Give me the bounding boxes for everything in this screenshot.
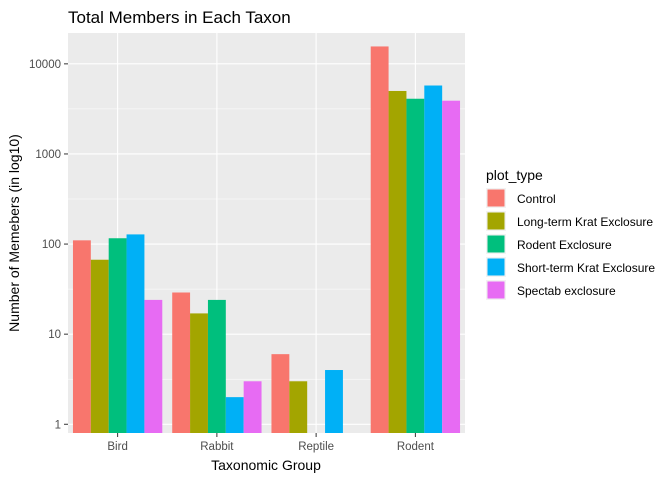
bar xyxy=(406,98,425,434)
y-tick-label: 1000 xyxy=(35,149,61,161)
x-axis-title: Taxonomic Group xyxy=(211,457,321,473)
legend-swatch xyxy=(487,189,505,207)
legend-swatch xyxy=(487,258,505,276)
legend-label: Long-term Krat Exclosure xyxy=(517,215,653,229)
bar xyxy=(388,90,407,434)
bar xyxy=(90,259,109,433)
x-tick-label: Rabbit xyxy=(200,441,234,453)
legend-swatch xyxy=(487,281,505,299)
legend-label: Control xyxy=(517,192,556,206)
y-tick-label: 1 xyxy=(55,419,61,431)
chart-title: Total Members in Each Taxon xyxy=(68,8,291,27)
legend-label: Rodent Exclosure xyxy=(517,238,612,252)
bar xyxy=(325,370,343,433)
legend-label: Short-term Krat Exclosure xyxy=(517,261,655,275)
legend-swatch xyxy=(487,212,505,230)
bar xyxy=(207,299,226,433)
bar xyxy=(289,381,308,433)
bar xyxy=(424,85,443,433)
bar xyxy=(243,381,262,433)
legend-title: plot_type xyxy=(486,167,543,183)
legend-label: Spectab exclosure xyxy=(517,284,616,298)
y-axis: 1 10 100 1000 10000 xyxy=(29,59,68,431)
bars xyxy=(72,46,461,434)
x-axis: Bird Rabbit Reptile Rodent xyxy=(107,433,435,453)
bar xyxy=(126,234,145,433)
bar xyxy=(442,100,461,434)
x-tick-label: Reptile xyxy=(298,441,334,453)
y-axis-title: Number of Memebers (in log10) xyxy=(6,134,22,332)
bar xyxy=(72,240,91,433)
bar xyxy=(108,238,127,433)
bar xyxy=(190,313,208,433)
bar xyxy=(144,299,163,433)
bar xyxy=(225,397,244,433)
bar xyxy=(370,46,389,433)
y-tick-label: 10 xyxy=(48,329,61,341)
bar xyxy=(172,292,191,433)
x-tick-label: Rodent xyxy=(397,441,435,453)
legend: plot_type Control Long-term Krat Exclosur… xyxy=(486,167,655,300)
bar xyxy=(271,354,290,433)
y-tick-label: 100 xyxy=(42,239,61,251)
x-tick-label: Bird xyxy=(107,441,127,453)
y-tick-label: 10000 xyxy=(29,59,61,71)
legend-swatch xyxy=(487,235,505,253)
